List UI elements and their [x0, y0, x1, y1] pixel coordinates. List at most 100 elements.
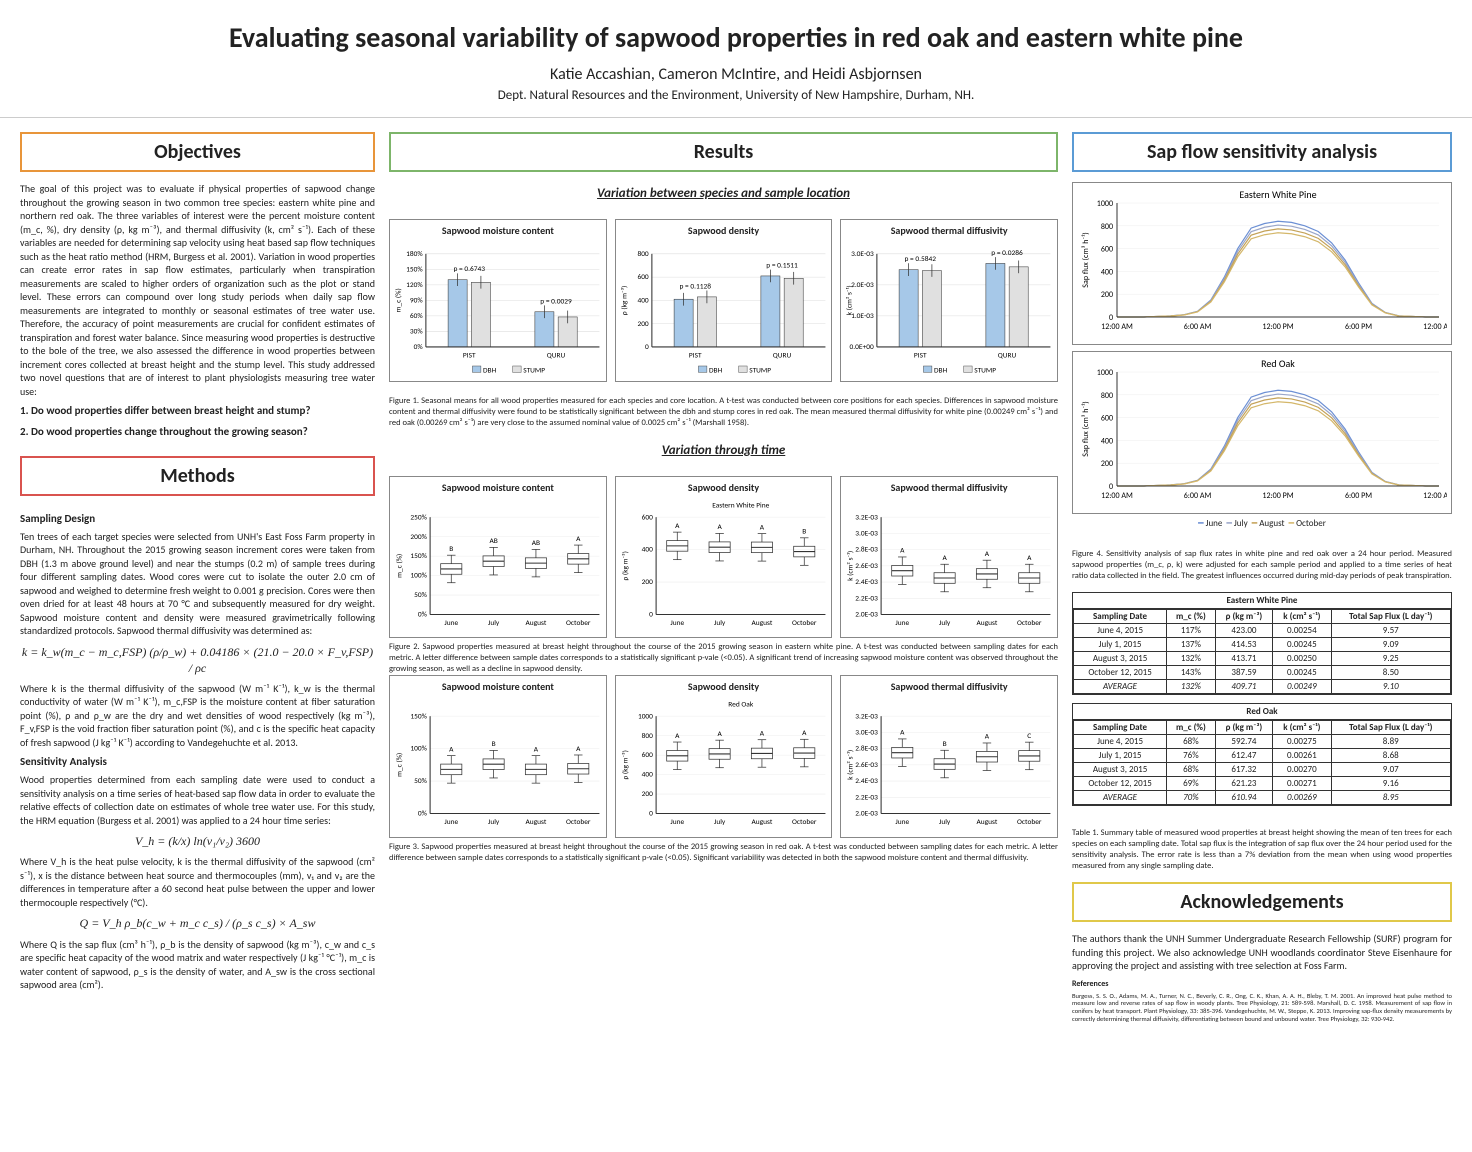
line-charts: 0200400600800100012:00 AM6:00 AM12:00 PM… — [1072, 182, 1452, 535]
svg-text:QURU: QURU — [998, 351, 1017, 360]
svg-text:0: 0 — [649, 809, 653, 818]
svg-text:Eastern White Pine: Eastern White Pine — [1239, 188, 1316, 201]
svg-text:200: 200 — [637, 319, 648, 328]
svg-text:August: August — [977, 618, 998, 627]
svg-text:August: August — [751, 818, 772, 827]
svg-text:800: 800 — [637, 249, 648, 258]
department: Dept. Natural Resources and the Environm… — [40, 88, 1432, 103]
svg-text:100%: 100% — [410, 744, 427, 753]
svg-text:0: 0 — [645, 342, 649, 351]
ack-text: The authors thank the UNH Summer Undergr… — [1072, 932, 1452, 973]
svg-text:2.0E-03: 2.0E-03 — [856, 609, 879, 618]
svg-text:12:00 AM: 12:00 AM — [1423, 491, 1447, 501]
box-chart: Sapwood thermal diffusivity2.0E-032.2E-0… — [840, 675, 1058, 838]
svg-text:800: 800 — [641, 731, 652, 740]
sens-head: Sensitivity Analysis — [20, 755, 375, 770]
svg-text:60%: 60% — [410, 311, 423, 320]
svg-text:12:00 PM: 12:00 PM — [1262, 322, 1293, 332]
formula-q: Q = V_h ρ_b(c_w + m_c c_s) / (ρ_s c_s) ×… — [20, 915, 375, 931]
tables: Eastern White PineSampling Datem_c (%)ρ … — [1072, 592, 1452, 814]
svg-text:600: 600 — [1101, 245, 1113, 255]
svg-text:p = 0.1511: p = 0.1511 — [766, 260, 798, 269]
results-heading: Results — [389, 132, 1058, 172]
box-chart: Sapwood density02004006008001000AJuneAJu… — [615, 675, 833, 838]
authors: Katie Accashian, Cameron McIntire, and H… — [40, 65, 1432, 84]
svg-text:p = 0.5842: p = 0.5842 — [905, 254, 937, 263]
svg-text:m_c (%): m_c (%) — [395, 753, 404, 777]
objectives-body: The goal of this project was to evaluate… — [20, 182, 375, 446]
svg-text:12:00 AM: 12:00 AM — [1101, 491, 1133, 501]
svg-text:A: A — [900, 728, 905, 737]
svg-text:k (cm² s⁻¹): k (cm² s⁻¹) — [846, 750, 855, 780]
svg-text:October: October — [792, 818, 817, 827]
svg-text:2.4E-03: 2.4E-03 — [856, 577, 879, 586]
fig1-caption: Figure 1. Seasonal means for all wood pr… — [389, 396, 1058, 429]
svg-text:1000: 1000 — [1097, 368, 1113, 378]
svg-text:400: 400 — [641, 770, 652, 779]
svg-text:A: A — [900, 545, 905, 554]
box-chart-row: Sapwood moisture content0%50%100%150%AJu… — [389, 675, 1058, 838]
svg-text:June: June — [896, 618, 910, 627]
summary-table: Red OakSampling Datem_c (%)ρ (kg m⁻³)k (… — [1072, 703, 1452, 806]
svg-text:200%: 200% — [410, 531, 427, 540]
svg-text:August: August — [526, 818, 547, 827]
svg-text:A: A — [576, 534, 581, 543]
svg-text:Red Oak: Red Oak — [1261, 357, 1295, 370]
svg-text:p = 0.6743: p = 0.6743 — [454, 264, 486, 273]
poster: Evaluating seasonal variability of sapwo… — [0, 0, 1472, 1152]
svg-text:400: 400 — [1101, 267, 1113, 277]
sens-text: Wood properties determined from each sam… — [20, 773, 375, 827]
svg-text:100%: 100% — [410, 570, 427, 579]
box-chart: Sapwood density0200400600AJuneAJulyAAugu… — [615, 476, 833, 639]
poster-title: Evaluating seasonal variability of sapwo… — [40, 20, 1432, 55]
svg-text:A: A — [985, 549, 990, 558]
fig4-caption: Figure 4. Sensitivity analysis of sap fl… — [1072, 549, 1452, 582]
svg-text:200: 200 — [1101, 459, 1113, 469]
box-chart: Sapwood moisture content0%50%100%150%200… — [389, 476, 607, 639]
bar-chart: Sapwood thermal diffusivity0.0E+001.0E-0… — [840, 219, 1058, 382]
svg-text:50%: 50% — [414, 777, 427, 786]
svg-text:150%: 150% — [410, 551, 427, 560]
ack-body: The authors thank the UNH Summer Undergr… — [1072, 932, 1452, 1023]
results-sec2-title: Variation through time — [389, 443, 1058, 458]
svg-text:90%: 90% — [410, 295, 423, 304]
svg-text:400: 400 — [1101, 436, 1113, 446]
svg-text:2.4E-03: 2.4E-03 — [856, 777, 879, 786]
svg-text:0%: 0% — [414, 342, 424, 351]
svg-text:6:00 PM: 6:00 PM — [1345, 322, 1372, 332]
svg-text:600: 600 — [641, 512, 652, 521]
svg-text:July: July — [488, 818, 500, 827]
svg-text:2.6E-03: 2.6E-03 — [856, 561, 879, 570]
box-chart-rows: Sapwood moisture content0%50%100%150%200… — [389, 476, 1058, 864]
svg-text:3.2E-03: 3.2E-03 — [856, 712, 879, 721]
box-chart-row: Sapwood moisture content0%50%100%150%200… — [389, 476, 1058, 639]
svg-text:2.0E-03: 2.0E-03 — [856, 809, 879, 818]
svg-text:1000: 1000 — [638, 712, 653, 721]
svg-text:STUMP: STUMP — [523, 365, 545, 374]
svg-text:12:00 PM: 12:00 PM — [1262, 491, 1293, 501]
svg-text:Sap flux (cm³ h⁻¹): Sap flux (cm³ h⁻¹) — [1081, 232, 1091, 287]
svg-text:October: October — [1017, 618, 1042, 627]
svg-text:12:00 AM: 12:00 AM — [1423, 322, 1447, 332]
svg-text:180%: 180% — [406, 249, 423, 258]
box-chart: Sapwood thermal diffusivity2.0E-032.2E-0… — [840, 476, 1058, 639]
svg-text:July: July — [488, 618, 500, 627]
svg-text:p = 0.1128: p = 0.1128 — [679, 281, 711, 290]
sampling-text: Ten trees of each target species were se… — [20, 530, 375, 638]
svg-text:12:00 AM: 12:00 AM — [1101, 322, 1133, 332]
svg-text:0: 0 — [649, 609, 653, 618]
svg-text:C: C — [1028, 731, 1032, 740]
header: Evaluating seasonal variability of sapwo… — [0, 0, 1472, 118]
svg-text:150%: 150% — [406, 264, 423, 273]
formula-k: k = k_w(m_c − m_c,FSP) (ρ/ρ_w) + 0.04186… — [20, 644, 375, 676]
fig2-caption: Figure 2. Sapwood properties measured at… — [389, 642, 1058, 675]
svg-text:A: A — [675, 521, 680, 530]
svg-text:B: B — [802, 526, 806, 535]
svg-text:200: 200 — [641, 790, 652, 799]
bar-chart: Sapwood moisture content0%30%60%90%120%1… — [389, 219, 607, 382]
svg-text:August: August — [751, 618, 772, 627]
svg-text:3.2E-03: 3.2E-03 — [856, 512, 879, 521]
sampling-text2: Where k is the thermal diffusivity of th… — [20, 682, 375, 750]
svg-text:6:00 AM: 6:00 AM — [1184, 491, 1212, 501]
svg-text:3.0E-03: 3.0E-03 — [851, 249, 874, 258]
